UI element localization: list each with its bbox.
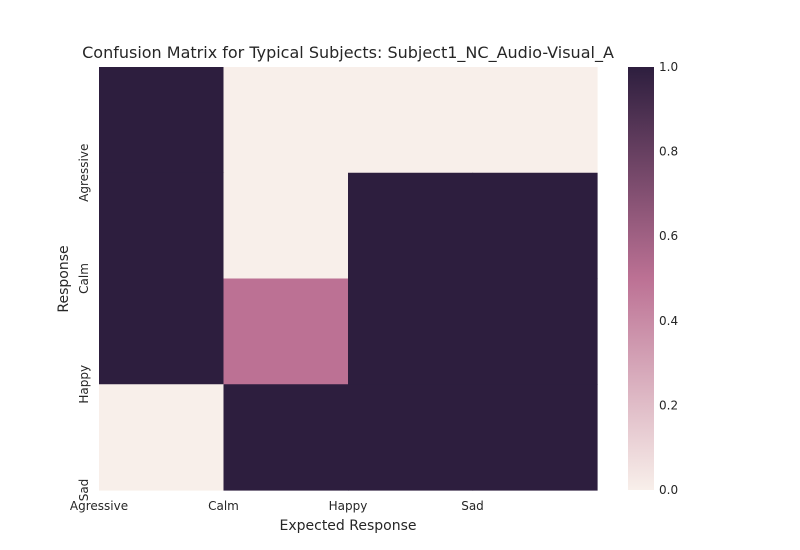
heatmap-cell: [99, 384, 225, 491]
colorbar: [628, 67, 654, 490]
heatmap-cell: [472, 278, 598, 385]
x-tick-label: Sad: [461, 499, 484, 513]
heatmap-cell: [223, 384, 349, 491]
y-tick-labels: Agressive Calm Happy Sad: [77, 144, 91, 502]
heatmap-cell: [99, 278, 225, 385]
x-tick-label: Happy: [329, 499, 368, 513]
chart-title: Confusion Matrix for Typical Subjects: S…: [82, 43, 614, 63]
heatmap-cell: [348, 278, 474, 385]
x-tick-labels: Agressive Calm Happy Sad: [70, 499, 484, 513]
colorbar-tick-label: 1.0: [659, 60, 678, 74]
heatmap-cell: [223, 172, 349, 280]
heatmap-cell: [348, 67, 474, 174]
y-tick-label: Sad: [77, 479, 91, 502]
x-axis-label: Expected Response: [279, 518, 416, 534]
colorbar-tick-label: 0.8: [659, 145, 678, 159]
colorbar-tick-label: 0.4: [659, 314, 678, 328]
heatmap-cell: [348, 384, 474, 491]
heatmap-cell: [223, 278, 349, 385]
heatmap-cells: [99, 67, 598, 491]
heatmap-cell: [99, 172, 225, 280]
x-tick-label: Agressive: [70, 499, 128, 513]
heatmap-cell: [472, 67, 598, 174]
y-tick-label: Calm: [77, 263, 91, 294]
heatmap-cell: [223, 67, 349, 174]
colorbar-tick-label: 0.2: [659, 398, 678, 412]
x-tick-label: Calm: [208, 499, 239, 513]
heatmap-cell: [472, 384, 598, 491]
y-axis-label: Response: [56, 245, 72, 312]
colorbar-tick-label: 0.6: [659, 229, 678, 243]
heatmap-cell: [99, 67, 225, 174]
y-tick-label: Happy: [77, 365, 91, 404]
heatmap-cell: [348, 172, 474, 280]
heatmap-cell: [472, 172, 598, 280]
colorbar-tick-label: 0.0: [659, 483, 678, 497]
colorbar-tick-labels: 0.0 0.2 0.4 0.6 0.8 1.0: [659, 60, 678, 497]
y-tick-label: Agressive: [77, 144, 91, 202]
